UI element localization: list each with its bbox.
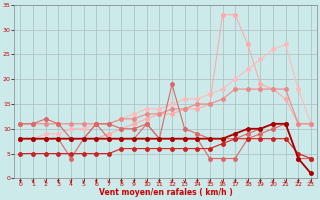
X-axis label: Vent moyen/en rafales ( km/h ): Vent moyen/en rafales ( km/h ): [99, 188, 233, 197]
